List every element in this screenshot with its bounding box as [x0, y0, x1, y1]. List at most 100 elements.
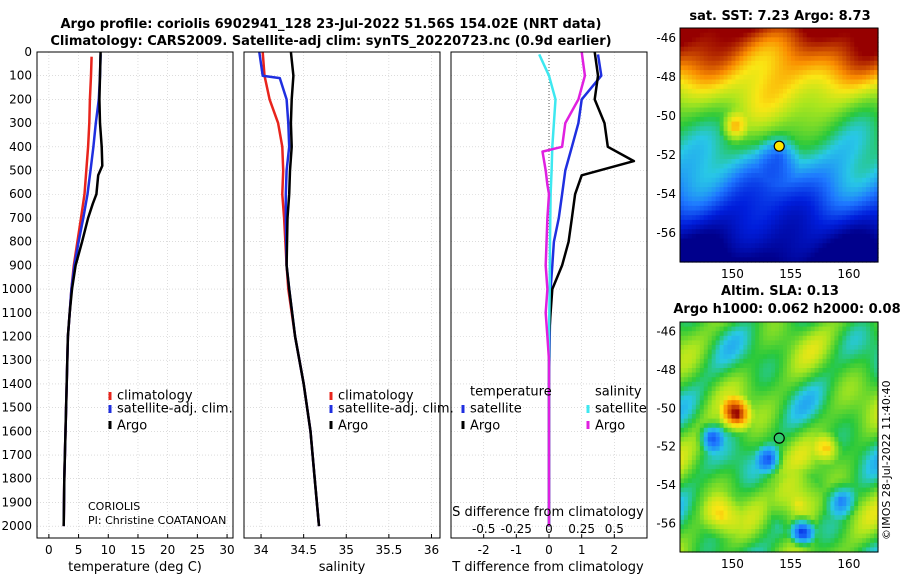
- map-cell: [870, 84, 875, 90]
- map-cell: [798, 418, 804, 424]
- map-cell: [687, 243, 693, 249]
- map-cell: [680, 154, 685, 160]
- map-cell: [715, 349, 721, 355]
- map-cell: [850, 215, 855, 221]
- map-cell: [866, 196, 871, 202]
- map-cell: [680, 529, 685, 535]
- map-cell: [854, 243, 859, 249]
- map-cell: [834, 478, 839, 484]
- map-cell: [806, 464, 812, 470]
- map-cell: [771, 529, 776, 535]
- map-cell: [866, 238, 871, 244]
- map-cell: [806, 455, 812, 461]
- map-cell: [767, 414, 772, 420]
- map-cell: [862, 224, 867, 230]
- map-cell: [719, 154, 725, 160]
- map-cell: [870, 515, 875, 521]
- map-cell: [723, 252, 729, 258]
- map-cell: [806, 224, 812, 230]
- map-cell: [739, 455, 744, 461]
- map-cell: [743, 70, 748, 76]
- map-cell: [707, 84, 713, 90]
- map-cell: [790, 233, 796, 240]
- map-cell: [858, 159, 863, 165]
- map-cell: [735, 51, 740, 57]
- map-cell: [691, 473, 697, 479]
- map-cell: [763, 51, 768, 57]
- map-cell: [751, 363, 756, 369]
- map-cell: [862, 159, 867, 165]
- map-cell: [680, 74, 685, 81]
- map-cell: [870, 345, 875, 351]
- map-cell: [834, 358, 839, 364]
- map-cell: [687, 257, 693, 263]
- map-cell: [683, 501, 689, 507]
- map-cell: [790, 196, 796, 202]
- map-cell: [850, 201, 855, 207]
- map-cell: [866, 205, 871, 212]
- map-cell: [703, 372, 709, 378]
- map-cell: [763, 60, 768, 67]
- map-cell: [695, 427, 701, 433]
- map-cell: [786, 409, 792, 415]
- map-cell: [846, 524, 851, 530]
- map-cell: [703, 51, 709, 57]
- map-cell: [731, 519, 737, 525]
- map-cell: [826, 515, 832, 521]
- map-cell: [755, 322, 760, 328]
- map-cell: [806, 107, 812, 113]
- map-cell: [806, 112, 812, 118]
- map-cell: [818, 331, 824, 337]
- map-cell: [790, 391, 796, 397]
- map-cell: [759, 418, 764, 424]
- map-cell: [866, 464, 871, 470]
- map-cell: [751, 519, 756, 525]
- map-cell: [711, 70, 717, 76]
- map-cell: [711, 469, 717, 475]
- map-cell: [680, 515, 685, 521]
- map-cell: [794, 501, 800, 507]
- map-cell: [846, 224, 851, 230]
- map-cell: [786, 173, 792, 179]
- map-cell: [767, 219, 772, 226]
- map-cell: [862, 205, 867, 212]
- map-cell: [822, 65, 828, 71]
- map-cell: [711, 391, 717, 397]
- map-cell: [814, 37, 820, 43]
- map-cell: [703, 112, 709, 118]
- map-cell: [775, 496, 780, 502]
- x-tick-label: 10: [101, 543, 116, 557]
- map-cell: [782, 414, 788, 420]
- map-cell: [806, 196, 812, 202]
- map-cell: [683, 363, 689, 369]
- map-cell: [846, 496, 851, 502]
- map-cell: [806, 177, 812, 184]
- map-cell: [854, 414, 859, 420]
- map-cell: [695, 247, 701, 254]
- map-cell: [838, 145, 843, 151]
- map-cell: [794, 135, 800, 141]
- map-cell: [711, 247, 717, 254]
- map-cell: [866, 173, 871, 179]
- map-cell: [699, 51, 705, 57]
- map-cell: [818, 74, 824, 81]
- map-cell: [751, 322, 756, 328]
- map-cell: [707, 515, 713, 521]
- map-cell: [727, 335, 733, 341]
- map-cell: [707, 496, 713, 502]
- map-cell: [850, 391, 855, 397]
- map-cell: [739, 70, 744, 76]
- map-cell: [707, 42, 713, 48]
- map-cell: [775, 483, 780, 489]
- map-cell: [790, 74, 796, 81]
- map-cell: [866, 187, 871, 193]
- map-cell: [802, 46, 808, 52]
- map-cell: [759, 358, 764, 364]
- map-cell: [743, 427, 748, 433]
- map-cell: [731, 326, 737, 332]
- map-cell: [810, 257, 816, 263]
- map-cell: [874, 130, 879, 137]
- map-cell: [818, 243, 824, 249]
- map-cell: [786, 219, 792, 226]
- map-cell: [846, 386, 851, 392]
